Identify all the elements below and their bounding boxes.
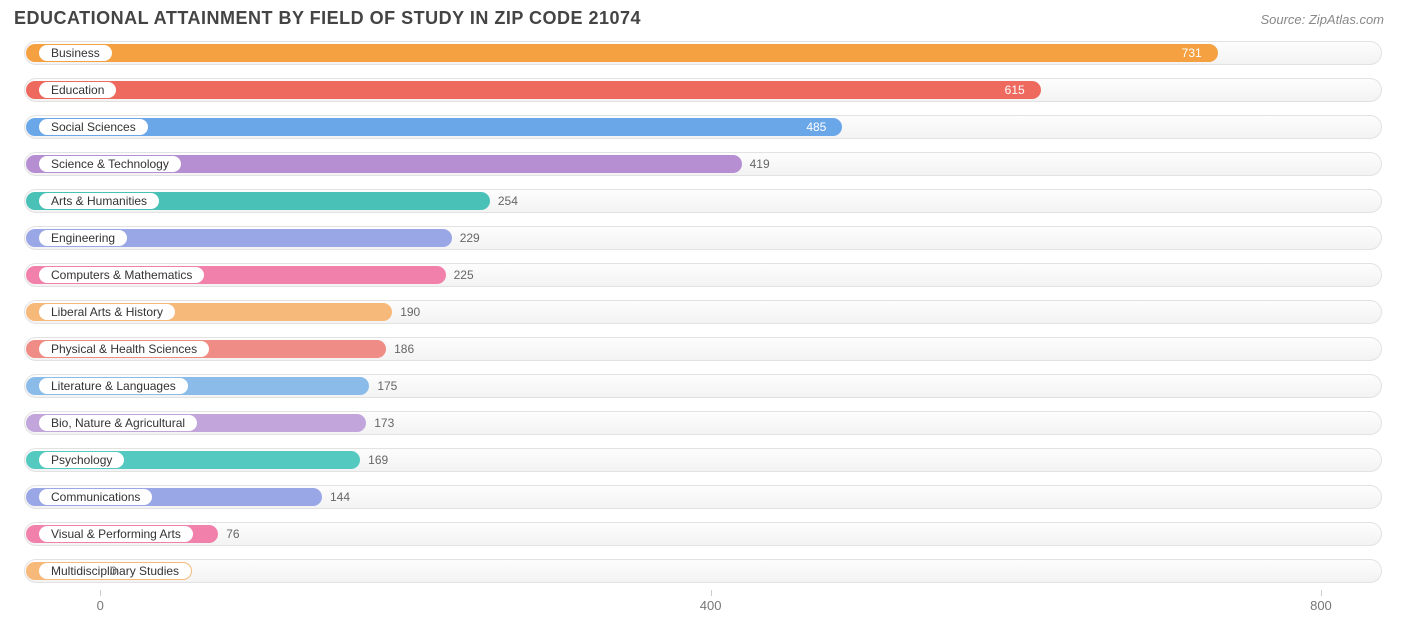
chart-container: EDUCATIONAL ATTAINMENT BY FIELD OF STUDY… — [0, 0, 1406, 631]
category-pill: Physical & Health Sciences — [38, 340, 210, 358]
value-label: 615 — [1005, 81, 1025, 99]
bar — [26, 44, 1218, 62]
category-pill: Visual & Performing Arts — [38, 525, 194, 543]
bar-row: Engineering 229 — [24, 222, 1382, 254]
value-label: 0 — [110, 562, 117, 580]
category-pill: Social Sciences — [38, 118, 149, 136]
bar — [26, 81, 1041, 99]
bar-row: Visual & Performing Arts 76 — [24, 518, 1382, 550]
value-label: 485 — [806, 118, 826, 136]
bar-row: Literature & Languages 175 — [24, 370, 1382, 402]
bar-row: Psychology 169 — [24, 444, 1382, 476]
value-label: 76 — [226, 525, 239, 543]
tick-mark — [1321, 590, 1322, 596]
bar-row: Communications 144 — [24, 481, 1382, 513]
bar-row: Education 615 — [24, 74, 1382, 106]
bar-row: Physical & Health Sciences 186 — [24, 333, 1382, 365]
tick-label: 400 — [700, 598, 722, 613]
bar-row: Arts & Humanities 254 — [24, 185, 1382, 217]
category-pill: Communications — [38, 488, 153, 506]
bar-row: Liberal Arts & History 190 — [24, 296, 1382, 328]
chart-source: Source: ZipAtlas.com — [1260, 12, 1392, 27]
bar-row: Business 731 — [24, 37, 1382, 69]
category-pill: Business — [38, 44, 113, 62]
category-pill: Science & Technology — [38, 155, 182, 173]
bar-row: Computers & Mathematics 225 — [24, 259, 1382, 291]
bar-track — [24, 559, 1382, 583]
tick-label: 800 — [1310, 598, 1332, 613]
value-label: 186 — [394, 340, 414, 358]
category-pill: Engineering — [38, 229, 128, 247]
tick-label: 0 — [97, 598, 104, 613]
category-pill: Computers & Mathematics — [38, 266, 205, 284]
value-label: 169 — [368, 451, 388, 469]
category-pill: Psychology — [38, 451, 125, 469]
chart-plot-area: Business 731 Education 615 Social Sciences 48… — [10, 37, 1396, 587]
x-axis: 0 400 800 — [24, 592, 1382, 622]
value-label: 225 — [454, 266, 474, 284]
category-pill: Education — [38, 81, 117, 99]
value-label: 190 — [400, 303, 420, 321]
value-label: 173 — [374, 414, 394, 432]
chart-header: EDUCATIONAL ATTAINMENT BY FIELD OF STUDY… — [10, 8, 1396, 37]
value-label: 229 — [460, 229, 480, 247]
value-label: 731 — [1182, 44, 1202, 62]
bar-row: Bio, Nature & Agricultural 173 — [24, 407, 1382, 439]
category-pill: Literature & Languages — [38, 377, 189, 395]
bar-row: Multidisciplinary Studies0 — [24, 555, 1382, 587]
category-pill: Arts & Humanities — [38, 192, 160, 210]
category-pill: Bio, Nature & Agricultural — [38, 414, 198, 432]
bar-row: Science & Technology 419 — [24, 148, 1382, 180]
chart-title: EDUCATIONAL ATTAINMENT BY FIELD OF STUDY… — [14, 8, 641, 29]
bar-row: Social Sciences 485 — [24, 111, 1382, 143]
value-label: 175 — [377, 377, 397, 395]
tick-mark — [711, 590, 712, 596]
value-label: 419 — [750, 155, 770, 173]
tick-mark — [100, 590, 101, 596]
category-pill: Liberal Arts & History — [38, 303, 176, 321]
value-label: 254 — [498, 192, 518, 210]
value-label: 144 — [330, 488, 350, 506]
